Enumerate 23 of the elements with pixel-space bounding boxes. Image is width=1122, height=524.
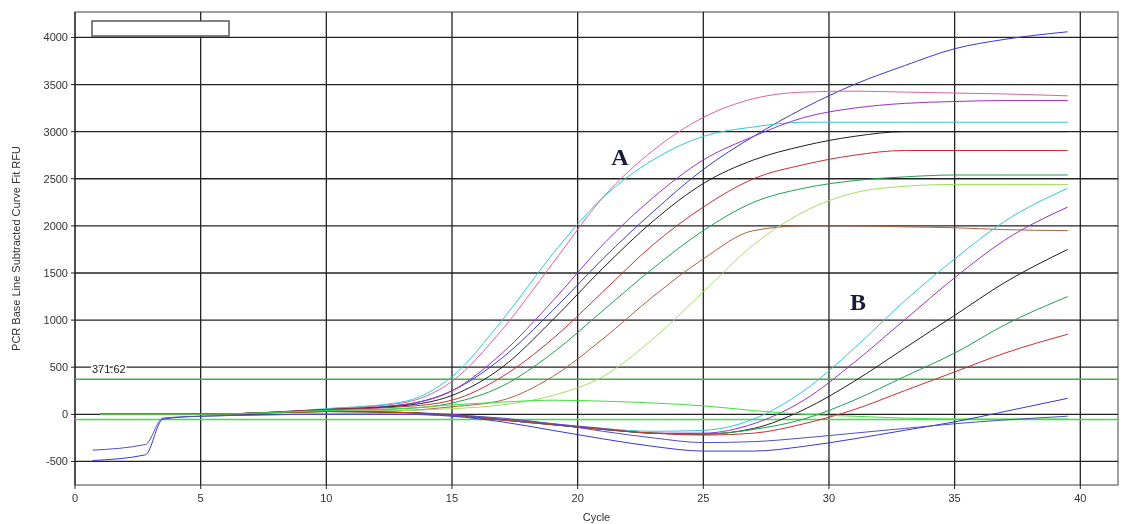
x-tick-label: 0	[71, 492, 79, 504]
y-tick-label: 2500	[43, 172, 68, 185]
y-tick-label: 2000	[43, 219, 68, 232]
y-tick-label: 0	[61, 408, 68, 421]
annotation: A	[611, 144, 630, 170]
y-axis-title: PCR Base Line Subtracted Curve Fit RFU	[10, 146, 22, 351]
annotation: B	[849, 289, 867, 315]
y-tick-label: 1500	[43, 267, 68, 279]
x-tick-label: 25	[697, 492, 710, 504]
x-tick-label: 35	[948, 492, 961, 504]
x-tick-label: 40	[1074, 492, 1087, 504]
x-tick-label: 5	[197, 492, 204, 504]
y-tick-label: 1000	[43, 314, 68, 327]
y-tick-label: 3000	[43, 125, 68, 138]
y-tick-label: 500	[49, 361, 68, 374]
x-tick-label: 30	[822, 492, 836, 504]
y-tick-label: -500	[45, 455, 68, 468]
x-tick-label: 20	[571, 492, 584, 504]
y-tick-label: 4000	[43, 31, 68, 44]
x-axis-title: Cycle	[582, 511, 611, 523]
y-tick-label: 3500	[43, 78, 68, 91]
x-tick-label: 15	[445, 492, 459, 504]
x-tick-label: 10	[320, 492, 333, 504]
